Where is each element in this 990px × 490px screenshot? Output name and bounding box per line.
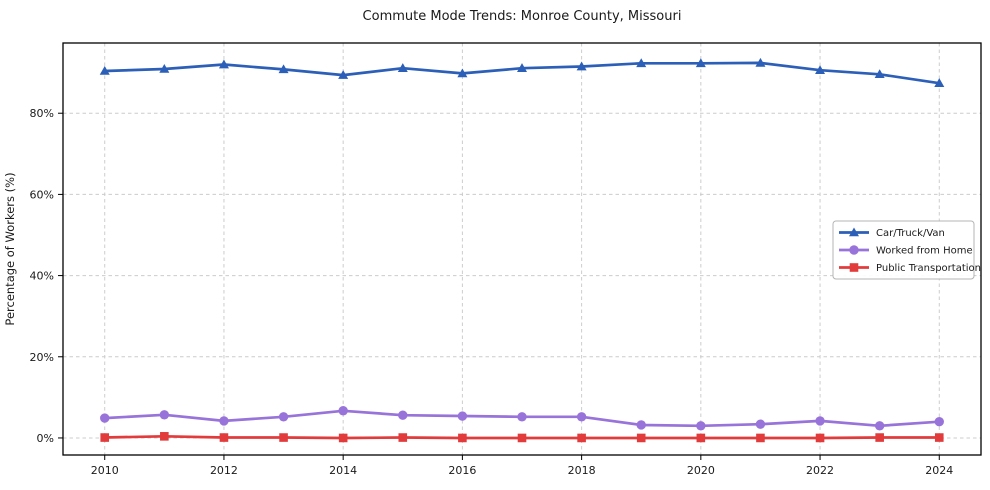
data-point-worked-from-home	[696, 421, 706, 431]
data-point-car-truck-van	[755, 57, 766, 67]
data-point-car-truck-van	[218, 59, 229, 69]
y-tick-label: 40%	[30, 270, 54, 283]
x-tick-label: 2014	[329, 464, 357, 477]
data-point-public-transportation	[458, 433, 467, 443]
legend-box	[832, 220, 975, 280]
legend-circle-marker	[849, 245, 859, 255]
legend-label: Worked from Home	[876, 246, 973, 257]
data-point-public-transportation	[934, 433, 944, 442]
data-point-car-truck-van	[457, 68, 468, 78]
data-point-public-transportation	[160, 432, 169, 441]
x-tick-label: 2024	[925, 464, 953, 477]
x-tick-label: 2012	[210, 464, 238, 477]
data-point-public-transportation	[577, 433, 586, 443]
series-car-truck-van	[99, 57, 945, 87]
legend-square-marker	[849, 263, 859, 272]
data-point-worked-from-home	[815, 416, 825, 426]
x-tick-label: 2010	[91, 464, 119, 477]
plot-border	[62, 42, 982, 456]
data-point-car-truck-van	[397, 63, 408, 72]
data-point-car-truck-van	[934, 78, 945, 87]
data-point-worked-from-home	[874, 421, 885, 431]
data-point-public-transportation	[338, 433, 348, 443]
x-tick-label: 2018	[568, 464, 596, 477]
data-point-worked-from-home	[338, 406, 348, 416]
data-point-worked-from-home	[934, 417, 944, 427]
data-point-worked-from-home	[278, 412, 289, 422]
data-point-worked-from-home	[100, 413, 110, 423]
data-point-worked-from-home	[159, 410, 170, 420]
data-point-car-truck-van	[159, 63, 170, 73]
y-tick-label: 80%	[30, 107, 54, 120]
data-point-car-truck-van	[874, 69, 885, 79]
x-tick-label: 2022	[806, 464, 834, 477]
data-point-worked-from-home	[398, 410, 408, 420]
data-point-car-truck-van	[99, 66, 110, 75]
data-point-public-transportation	[815, 433, 825, 443]
y-tick-label: 20%	[30, 351, 54, 364]
data-point-public-transportation	[636, 433, 646, 443]
series-layer	[99, 57, 945, 443]
legend-label: Car/Truck/Van	[876, 228, 945, 239]
y-tick-label: 0%	[37, 432, 54, 445]
data-point-public-transportation	[219, 433, 229, 442]
data-point-car-truck-van	[636, 58, 647, 68]
legend: Car/Truck/Van Worked from Home Public Tran…	[832, 220, 981, 280]
data-point-public-transportation	[517, 433, 527, 443]
data-point-public-transportation	[696, 433, 706, 443]
legend-item-car-truck-van: Car/Truck/Van	[839, 227, 945, 239]
data-point-car-truck-van	[815, 65, 826, 74]
legend-item-worked-from-home: Worked from Home	[839, 245, 973, 257]
data-point-worked-from-home	[219, 416, 229, 426]
data-point-car-truck-van	[695, 58, 706, 68]
data-point-public-transportation	[398, 433, 408, 442]
x-tick-label: 2016	[448, 464, 476, 477]
y-tick-label: 60%	[30, 188, 54, 201]
data-point-worked-from-home	[576, 412, 587, 422]
legend-triangle-marker	[849, 227, 859, 237]
data-point-car-truck-van	[576, 61, 587, 71]
data-point-public-transportation	[875, 433, 884, 442]
series-public-transportation	[100, 432, 944, 443]
y-axis-label: Percentage of Workers (%)	[3, 172, 17, 325]
series-worked-from-home	[100, 406, 944, 431]
data-point-worked-from-home	[457, 411, 468, 421]
data-point-car-truck-van	[278, 64, 289, 74]
data-point-public-transportation	[100, 433, 110, 442]
data-point-car-truck-van	[517, 63, 527, 72]
x-tick-label: 2020	[687, 464, 715, 477]
legend-label: Public Transportation	[876, 263, 981, 274]
data-point-worked-from-home	[755, 419, 766, 429]
data-point-worked-from-home	[517, 412, 527, 422]
chart-title: Commute Mode Trends: Monroe County, Miss…	[363, 9, 682, 24]
axis-layer: 2010 2012 2014 2016 2018 2020 2022 2024 0% 20% 40%…	[30, 42, 982, 477]
data-point-public-transportation	[756, 433, 765, 443]
data-point-worked-from-home	[636, 420, 646, 430]
data-point-car-truck-van	[338, 70, 349, 79]
legend-item-public-transportation: Public Transportation	[839, 263, 981, 274]
data-point-public-transportation	[279, 433, 288, 442]
